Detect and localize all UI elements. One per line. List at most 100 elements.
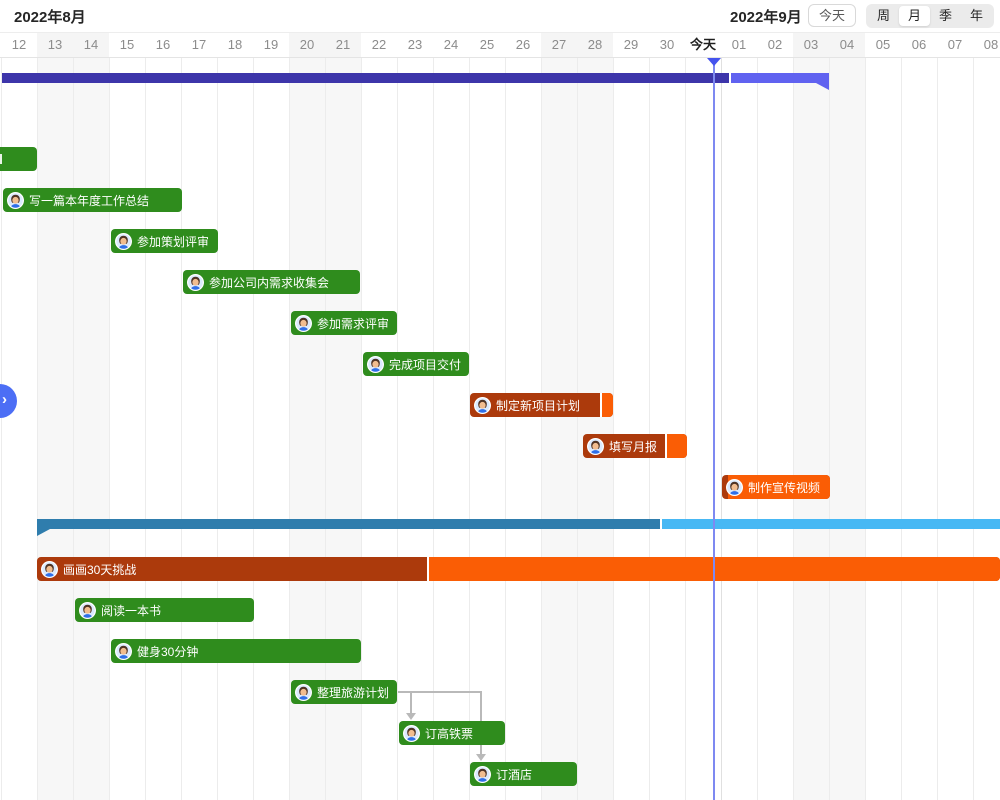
date-cell-19: 19 <box>263 37 279 52</box>
grid-column <box>469 58 505 800</box>
task-label: 画画30天挑战 <box>63 562 137 577</box>
grid-column <box>685 58 721 800</box>
today-button[interactable]: 今天 <box>808 4 857 27</box>
assignee-avatar <box>41 561 58 578</box>
work-project-summary-bar-end-flag <box>816 83 829 90</box>
task-new-project-plan-remaining-segment <box>602 393 613 417</box>
assignee-avatar <box>295 684 312 701</box>
chevron-right-icon: › <box>2 391 7 408</box>
date-cell-05: 05 <box>875 37 891 52</box>
assignee-avatar <box>7 192 24 209</box>
assignee-avatar <box>115 233 132 250</box>
assignee-avatar <box>367 356 384 373</box>
task-annual-work-summary[interactable]: 写一篇本年度工作总结 <box>3 188 182 212</box>
task-read-a-book[interactable]: 阅读一本书 <box>75 598 254 622</box>
date-cell-07: 07 <box>947 37 963 52</box>
grid-column <box>937 58 973 800</box>
task-requirements-collection-meeting[interactable]: 参加公司内需求收集会 <box>183 270 360 294</box>
task-stub[interactable] <box>0 147 37 171</box>
expand-sidebar-button[interactable]: › <box>0 384 17 418</box>
grid-column <box>361 58 397 800</box>
view-option-月[interactable]: 月 <box>899 6 930 26</box>
date-cell-01: 01 <box>731 37 747 52</box>
assignee-avatar <box>187 274 204 291</box>
work-project-summary-bar[interactable] <box>731 73 829 83</box>
task-drawing-30day-challenge[interactable]: 画画30天挑战 <box>37 557 1000 581</box>
task-label: 订高铁票 <box>425 726 474 741</box>
date-cell-17: 17 <box>191 37 207 52</box>
dependency-line <box>410 691 412 713</box>
task-label: 参加需求评审 <box>317 316 390 331</box>
grid-column <box>217 58 253 800</box>
date-cell-22: 22 <box>371 37 387 52</box>
month-title-september: 2022年9月 <box>730 9 802 26</box>
task-monthly-report[interactable]: 填写月报 <box>583 434 687 458</box>
grid-column <box>181 58 217 800</box>
date-cell-06: 06 <box>911 37 927 52</box>
dependency-arrow-icon <box>406 713 416 720</box>
assignee-avatar <box>474 397 491 414</box>
date-cell-25: 25 <box>479 37 495 52</box>
grid-column <box>829 58 865 800</box>
grid-column <box>613 58 649 800</box>
date-cell-29: 29 <box>623 37 639 52</box>
grid-column <box>865 58 901 800</box>
task-hotel-booking[interactable]: 订酒店 <box>470 762 577 786</box>
assignee-avatar <box>295 315 312 332</box>
dependency-line <box>398 691 482 693</box>
task-label: 写一篇本年度工作总结 <box>29 193 150 208</box>
grid-column <box>721 58 757 800</box>
task-new-project-plan[interactable]: 制定新项目计划 <box>470 393 613 417</box>
grid-column <box>973 58 1000 800</box>
grid-column <box>397 58 433 800</box>
grid-column <box>145 58 181 800</box>
date-cell-16: 16 <box>155 37 171 52</box>
date-cell-13: 13 <box>37 32 73 57</box>
grid-column <box>253 58 289 800</box>
task-monthly-report-remaining-segment <box>667 434 687 458</box>
assignee-avatar <box>79 602 96 619</box>
gantt-header: 2022年8月 2022年9月 今天 周月季 年 <box>0 0 1000 33</box>
task-label: 整理旅游计划 <box>317 685 390 700</box>
task-promo-video[interactable]: 制作宣传视频 <box>722 475 830 499</box>
date-cell-21: 21 <box>325 32 361 57</box>
task-project-delivery[interactable]: 完成项目交付 <box>363 352 469 376</box>
assignee-avatar <box>474 766 491 783</box>
view-option-周[interactable]: 周 <box>876 8 890 23</box>
grid-column <box>577 58 613 800</box>
date-cell-03: 03 <box>793 32 829 57</box>
date-cell-20: 20 <box>289 32 325 57</box>
date-cell-26: 26 <box>515 37 531 52</box>
work-project-summary-bar[interactable] <box>2 73 729 83</box>
life-project-summary-bar[interactable] <box>662 519 1000 529</box>
dependency-arrow-icon <box>476 754 486 761</box>
task-travel-plan[interactable]: 整理旅游计划 <box>291 680 397 704</box>
task-train-ticket[interactable]: 订高铁票 <box>399 721 505 745</box>
date-cell-28: 28 <box>577 32 613 57</box>
date-cell-08: 08 <box>983 37 999 52</box>
view-option-季[interactable]: 季 <box>938 8 952 23</box>
task-label: 制定新项目计划 <box>496 398 581 413</box>
assignee-avatar <box>115 643 132 660</box>
task-planning-review[interactable]: 参加策划评审 <box>111 229 218 253</box>
task-exercise-30min[interactable]: 健身30分钟 <box>111 639 361 663</box>
task-label: 阅读一本书 <box>101 603 162 618</box>
date-cell-30: 30 <box>659 37 675 52</box>
task-label: 订酒店 <box>496 767 533 782</box>
today-line <box>713 58 715 800</box>
view-granularity-switch: 周月季 年 <box>866 4 994 28</box>
date-cell-02: 02 <box>767 37 783 52</box>
task-requirements-review[interactable]: 参加需求评审 <box>291 311 397 335</box>
date-cell-27: 27 <box>541 32 577 57</box>
grid-column <box>793 58 829 800</box>
grid-column <box>37 58 73 800</box>
life-project-summary-bar[interactable] <box>37 519 660 529</box>
date-cell-today: 今天 <box>689 37 716 52</box>
life-project-summary-bar-end-flag <box>37 529 50 536</box>
date-cell-18: 18 <box>227 37 243 52</box>
grid-column <box>541 58 577 800</box>
grid-column <box>109 58 145 800</box>
assignee-avatar <box>587 438 604 455</box>
view-option-年[interactable]: 年 <box>969 8 983 23</box>
